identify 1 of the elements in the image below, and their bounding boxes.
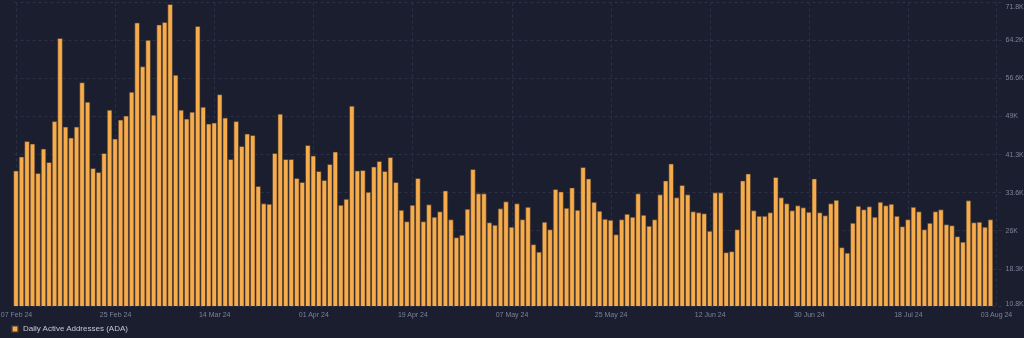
legend-label: Daily Active Addresses (ADA) xyxy=(23,324,129,333)
